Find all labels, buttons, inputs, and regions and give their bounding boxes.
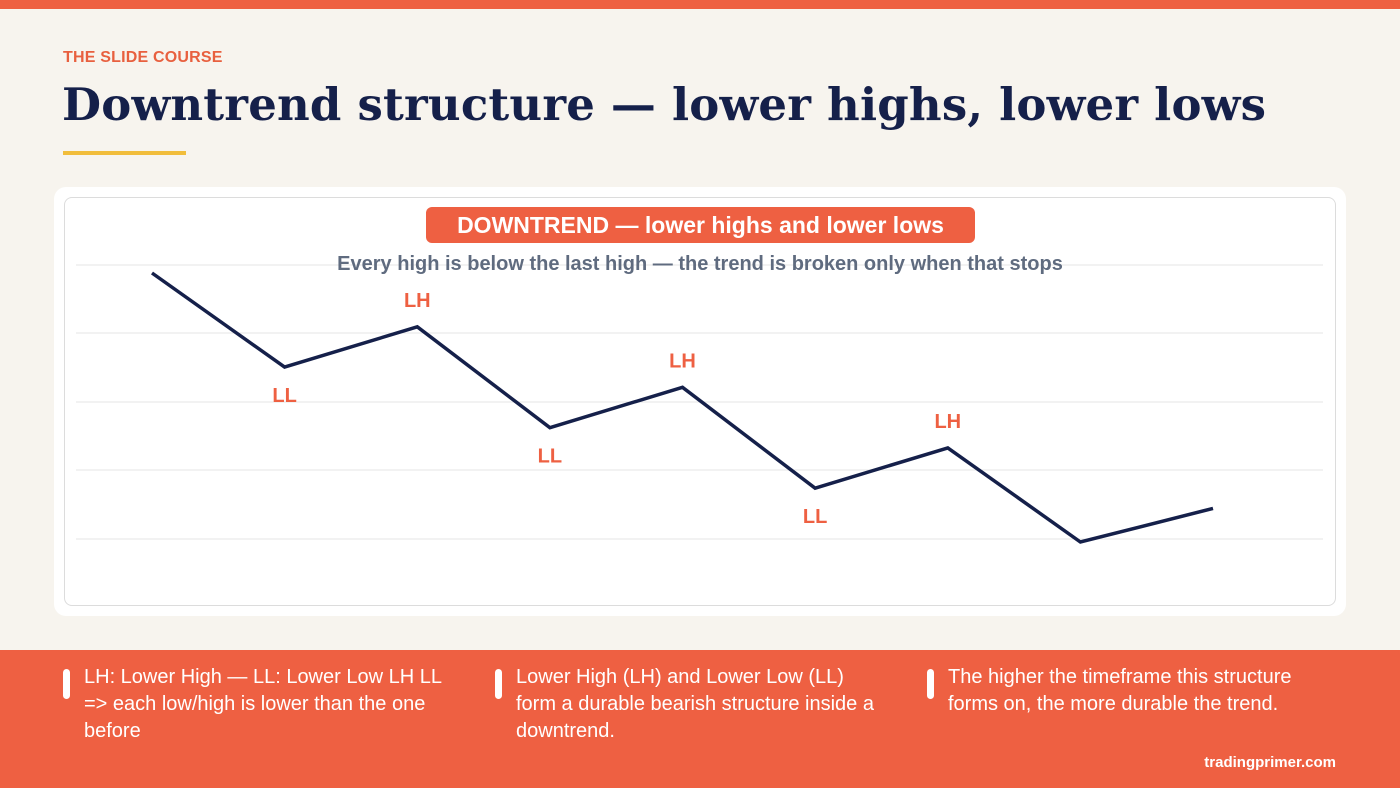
lower-high-label: LH — [669, 350, 696, 372]
top-accent-bar — [0, 0, 1400, 9]
note-marker — [927, 669, 934, 699]
lower-low-label: LL — [803, 506, 827, 528]
footer-note-text: LH: Lower High — LL: Lower Low LH LL => … — [84, 666, 442, 742]
footer-note-text: The higher the timeframe this structure … — [948, 666, 1292, 715]
chart-title: DOWNTREND — lower highs and lower lows — [426, 207, 975, 243]
note-marker — [495, 669, 502, 699]
slide-title: Downtrend structure — lower highs, lower… — [62, 78, 1267, 131]
note-marker — [63, 669, 70, 699]
lower-high-label: LH — [404, 290, 431, 312]
brand-url: tradingprimer.com — [1204, 754, 1336, 771]
footer-note-text: Lower High (LH) and Lower Low (LL) form … — [516, 666, 874, 742]
price-line — [150, 271, 1214, 544]
title-underline — [63, 151, 186, 155]
footer-band — [0, 650, 1400, 788]
course-kicker: THE SLIDE COURSE — [63, 49, 223, 66]
chart-subtitle: Every high is below the last high — the … — [337, 253, 1063, 275]
lower-low-label: LL — [272, 385, 296, 407]
lower-high-label: LH — [934, 411, 961, 433]
lower-low-label: LL — [538, 446, 562, 468]
